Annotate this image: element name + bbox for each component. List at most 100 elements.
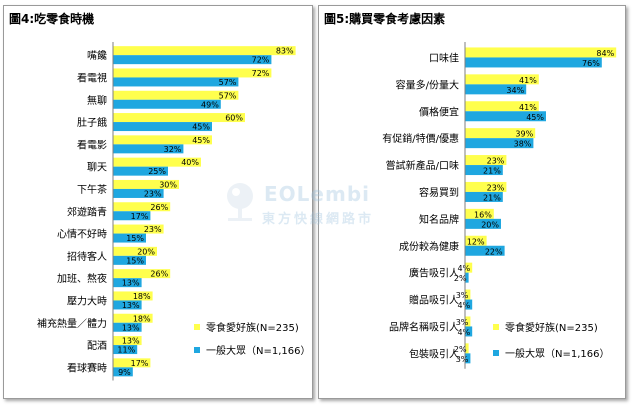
data-label: 16% bbox=[474, 210, 492, 219]
category-label: 心情不好時 bbox=[57, 228, 107, 241]
data-label: 23% bbox=[144, 189, 162, 198]
bar-general-public bbox=[465, 165, 503, 176]
category-label: 嘗試新產品/口味 bbox=[386, 159, 459, 172]
data-label: 49% bbox=[201, 100, 219, 109]
data-label: 23% bbox=[487, 157, 505, 166]
bar-general-public bbox=[113, 144, 184, 154]
data-label: 18% bbox=[133, 314, 151, 323]
bar-snack-lovers bbox=[113, 358, 151, 368]
legend-swatch bbox=[194, 347, 200, 353]
category-label: 加班、熬夜 bbox=[57, 272, 107, 285]
data-label: 13% bbox=[122, 337, 140, 346]
data-label: 41% bbox=[519, 76, 537, 85]
category-label: 品牌名稱吸引人 bbox=[389, 320, 459, 333]
data-label: 57% bbox=[219, 78, 237, 87]
data-label: 13% bbox=[122, 279, 140, 288]
category-label: 有促銷/特價/優惠 bbox=[382, 132, 459, 145]
bar-snack-lovers bbox=[113, 46, 296, 56]
data-label: 4% bbox=[457, 328, 470, 337]
data-label: 3% bbox=[456, 355, 469, 364]
bar-general-public bbox=[465, 299, 473, 310]
data-label: 26% bbox=[150, 270, 168, 279]
data-label: 39% bbox=[515, 130, 533, 139]
bar-snack-lovers bbox=[465, 181, 507, 192]
bar-general-public bbox=[113, 300, 142, 310]
bar-snack-lovers bbox=[465, 208, 494, 219]
bar-snack-lovers bbox=[113, 291, 153, 301]
category-label: 配酒 bbox=[87, 340, 107, 352]
bar-general-public bbox=[465, 138, 534, 149]
legend-swatch bbox=[493, 350, 499, 356]
data-label: 4% bbox=[457, 301, 470, 310]
bar-snack-lovers bbox=[465, 128, 536, 139]
bar-snack-lovers bbox=[113, 202, 171, 212]
data-label: 17% bbox=[131, 212, 149, 221]
data-label: 60% bbox=[225, 114, 243, 123]
data-label: 2% bbox=[454, 274, 467, 283]
bar-snack-lovers bbox=[465, 289, 471, 300]
category-label: 招待客人 bbox=[67, 250, 107, 263]
data-label: 15% bbox=[126, 234, 144, 243]
legend-swatch bbox=[194, 324, 200, 330]
legend-swatch bbox=[493, 324, 499, 330]
data-label: 23% bbox=[487, 183, 505, 192]
category-label: 看球賽時 bbox=[67, 361, 107, 374]
bar-general-public bbox=[113, 122, 212, 132]
chart-purchase-factors: 口味佳 84%76%容量多/份量大 41%34%價格便宜 41%45%有促銷/特價/優… bbox=[382, 42, 617, 369]
chart-title: 圖5:購買零食考慮因素 bbox=[324, 12, 446, 26]
category-label: 補充熱量／體力 bbox=[37, 317, 107, 330]
category-label: 容易買到 bbox=[419, 186, 459, 199]
data-label: 13% bbox=[122, 323, 140, 332]
data-label: 32% bbox=[164, 145, 182, 154]
data-label: 15% bbox=[126, 256, 144, 265]
bar-general-public bbox=[113, 188, 164, 198]
bar-snack-lovers bbox=[113, 135, 212, 145]
chart-panel-purchase-factors: 圖5:購買零食考慮因素 口味佳 84% 76% 容量多/份量大 41% 34% 價格便宜 41… bbox=[318, 5, 626, 399]
bar-general-public bbox=[113, 345, 138, 355]
category-label: 嘴饞 bbox=[87, 49, 107, 62]
data-label: 76% bbox=[582, 59, 600, 68]
data-label: 9% bbox=[118, 368, 131, 377]
bar-snack-lovers bbox=[465, 74, 539, 85]
bar-snack-lovers bbox=[113, 179, 179, 189]
bar-snack-lovers bbox=[113, 336, 142, 346]
bar-snack-lovers bbox=[113, 224, 164, 234]
category-label: 看電視 bbox=[77, 71, 107, 84]
data-label: 30% bbox=[159, 180, 177, 189]
category-label: 價格便宜 bbox=[419, 105, 459, 118]
category-label: 聊天 bbox=[87, 161, 107, 174]
data-label: 23% bbox=[144, 225, 162, 234]
data-label: 38% bbox=[514, 140, 532, 149]
legend-label: 一般大眾（N=1,166） bbox=[505, 347, 610, 360]
bar-general-public bbox=[113, 367, 133, 377]
bar-snack-lovers bbox=[113, 68, 272, 78]
bar-general-public bbox=[465, 57, 602, 68]
data-label: 20% bbox=[481, 220, 499, 229]
legend-label: 一般大眾（N=1,166） bbox=[206, 344, 311, 357]
data-label: 83% bbox=[276, 47, 294, 56]
bar-snack-lovers bbox=[113, 90, 239, 100]
bar-snack-lovers bbox=[113, 157, 201, 167]
bar-general-public bbox=[113, 233, 146, 243]
category-label: 廣告吸引人 bbox=[409, 267, 459, 280]
bar-snack-lovers bbox=[465, 262, 473, 273]
category-label: 看電影 bbox=[77, 138, 107, 151]
data-label: 26% bbox=[150, 203, 168, 212]
data-label: 45% bbox=[192, 136, 210, 145]
bar-snack-lovers bbox=[465, 235, 487, 246]
chart-eating-occasions: 嘴饞 83%72%看電視 72%57%無聊 57%49%肚子餓 60%45%看電影 45%… bbox=[37, 42, 311, 381]
data-label: 40% bbox=[181, 158, 199, 167]
bar-snack-lovers bbox=[113, 313, 153, 323]
data-label: 3% bbox=[456, 318, 469, 327]
legend-label: 零食愛好族(N=235) bbox=[206, 321, 299, 334]
chart-title: 圖4:吃零食時機 bbox=[9, 12, 95, 26]
bar-general-public bbox=[113, 99, 221, 109]
data-label: 17% bbox=[131, 359, 149, 368]
bar-snack-lovers bbox=[465, 155, 507, 166]
data-label: 11% bbox=[117, 346, 135, 355]
data-label: 84% bbox=[596, 49, 614, 58]
legend-label: 零食愛好族(N=235) bbox=[505, 321, 598, 334]
category-label: 郊遊踏青 bbox=[67, 205, 107, 218]
bar-general-public bbox=[465, 111, 546, 122]
data-label: 20% bbox=[137, 247, 155, 256]
